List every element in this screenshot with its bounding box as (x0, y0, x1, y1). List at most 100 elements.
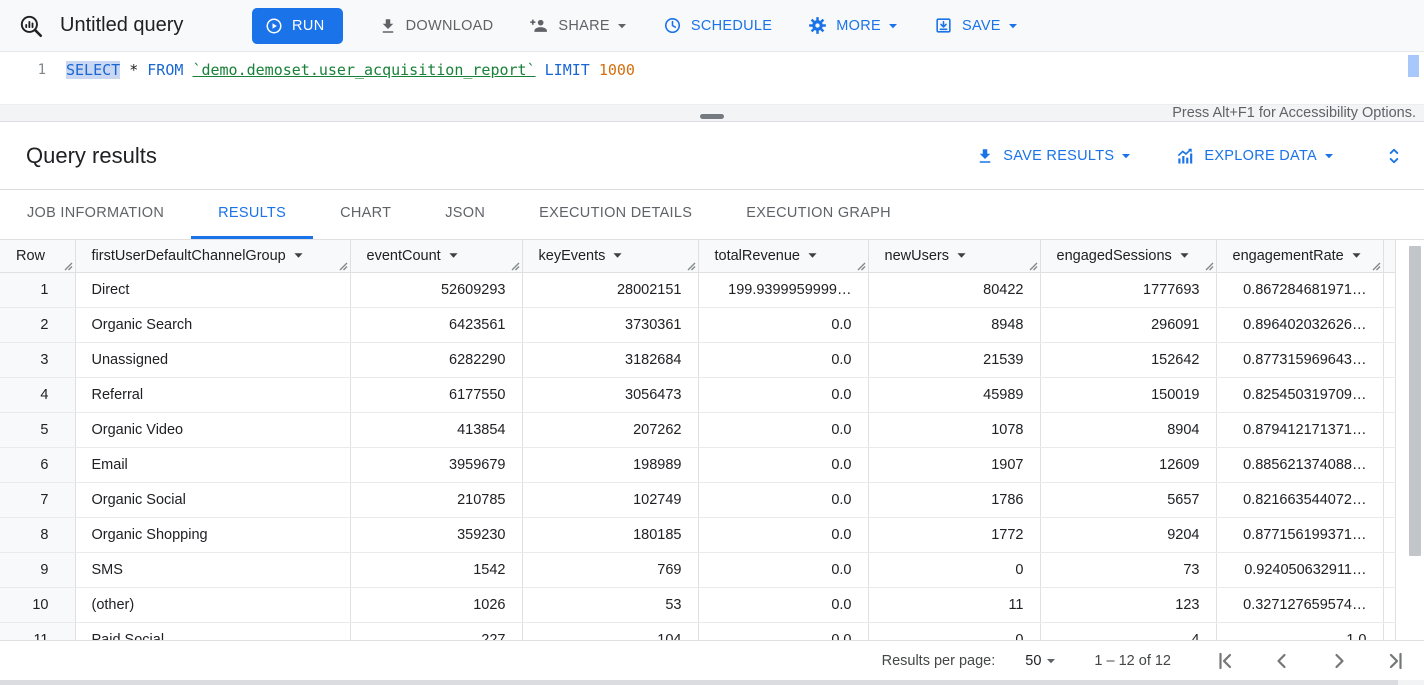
data-cell: 180185 (522, 517, 699, 553)
tab-json[interactable]: JSON (418, 190, 512, 239)
table-vertical-scrollbar[interactable] (1409, 246, 1421, 556)
next-page-icon[interactable] (1327, 649, 1351, 673)
run-label: RUN (292, 17, 325, 34)
clipped-cell (1383, 342, 1396, 378)
tab-execution-details[interactable]: EXECUTION DETAILS (512, 190, 719, 239)
data-cell: 0.879412171371… (1216, 412, 1384, 448)
data-cell: (other) (75, 587, 351, 623)
data-cell: 45989 (868, 377, 1041, 413)
pane-splitter-handle[interactable] (700, 114, 724, 119)
chevron-down-icon (1324, 151, 1334, 161)
toolbar-actions: RUN DOWNLOAD SHARE (252, 7, 1018, 44)
tab-results[interactable]: RESULTS (191, 190, 314, 239)
column-menu-caret-icon[interactable] (613, 251, 622, 260)
explore-data-button[interactable]: EXPLORE DATA (1175, 146, 1334, 166)
column-menu-caret-icon[interactable] (449, 251, 458, 260)
data-cell: Organic Video (75, 412, 351, 448)
table-row: 9 SMS 1542 769 0.0 0 73 0.924050632911… (0, 552, 1396, 588)
column-header-firstUserDefaultChannelGroup[interactable]: firstUserDefaultChannelGroup (75, 240, 351, 273)
table-row: 8 Organic Shopping 359230 180185 0.0 1772 9204… (0, 517, 1396, 553)
column-header-eventCount[interactable]: eventCount (350, 240, 523, 273)
data-cell: 1078 (868, 412, 1041, 448)
column-header-engagedSessions[interactable]: engagedSessions (1040, 240, 1217, 273)
column-menu-caret-icon[interactable] (808, 251, 817, 260)
data-cell: 0.0 (698, 587, 869, 623)
clipped-cell (1383, 412, 1396, 448)
column-resize-handle-icon[interactable] (511, 262, 520, 271)
data-cell: 1786 (868, 482, 1041, 518)
data-cell: 0.0 (698, 552, 869, 588)
data-cell: 150019 (1040, 377, 1217, 413)
column-resize-handle-icon[interactable] (339, 262, 348, 271)
data-cell: Unassigned (75, 342, 351, 378)
chevron-down-icon (617, 21, 627, 31)
column-menu-caret-icon[interactable] (1180, 251, 1189, 260)
tab-execution-graph[interactable]: EXECUTION GRAPH (719, 190, 918, 239)
column-resize-handle-icon[interactable] (1029, 262, 1038, 271)
data-cell: 6177550 (350, 377, 523, 413)
column-resize-handle-icon[interactable] (1205, 262, 1214, 271)
column-header-row[interactable]: Row (0, 240, 76, 273)
column-header-engagementRate[interactable]: engagementRate (1216, 240, 1384, 273)
tab-job-information[interactable]: JOB INFORMATION (0, 190, 191, 239)
data-cell: 6282290 (350, 342, 523, 378)
data-cell: 1907 (868, 447, 1041, 483)
table-horizontal-scrollbar[interactable] (0, 680, 1424, 685)
save-button[interactable]: SAVE (934, 16, 1018, 35)
run-button[interactable]: RUN (252, 7, 343, 44)
editor-vertical-scrollbar[interactable] (1408, 55, 1419, 77)
previous-page-icon[interactable] (1270, 649, 1294, 673)
sql-limit-value: 1000 (598, 61, 635, 79)
sql-table-reference-link[interactable]: `demo.demoset.user_acquisition_report` (192, 61, 536, 79)
column-resize-handle-icon[interactable] (687, 262, 696, 271)
column-resize-handle-icon[interactable] (1372, 262, 1381, 271)
save-results-download-icon (976, 147, 994, 165)
column-menu-caret-icon[interactable] (294, 251, 303, 260)
share-label: SHARE (558, 17, 610, 34)
data-cell: 1026 (350, 587, 523, 623)
expand-collapse-icon[interactable] (1384, 146, 1404, 166)
row-number-cell: 1 (0, 272, 76, 308)
column-resize-handle-icon[interactable] (64, 262, 73, 271)
column-header-keyEvents[interactable]: keyEvents (522, 240, 699, 273)
more-button[interactable]: MORE (808, 16, 898, 35)
data-cell: 3730361 (522, 307, 699, 343)
last-page-icon[interactable] (1384, 649, 1408, 673)
column-label: firstUserDefaultChannelGroup (91, 247, 286, 264)
data-cell: 0.327127659574… (1216, 587, 1384, 623)
play-icon (265, 17, 283, 35)
column-header-totalRevenue[interactable]: totalRevenue (698, 240, 869, 273)
download-button[interactable]: DOWNLOAD (379, 17, 494, 35)
data-cell: Organic Search (75, 307, 351, 343)
page-size-select[interactable]: 50 (1025, 653, 1056, 669)
sql-code[interactable]: SELECT * FROM `demo.demoset.user_acquisi… (46, 59, 635, 81)
data-cell: 52609293 (350, 272, 523, 308)
data-cell: 0.877156199371… (1216, 517, 1384, 553)
column-header-newUsers[interactable]: newUsers (868, 240, 1041, 273)
data-cell: 152642 (1040, 342, 1217, 378)
page-size-value: 50 (1025, 652, 1042, 669)
save-results-button[interactable]: SAVE RESULTS (976, 147, 1131, 165)
sql-editor[interactable]: 1 SELECT * FROM `demo.demoset.user_acqui… (0, 52, 1424, 104)
first-page-icon[interactable] (1213, 649, 1237, 673)
clipped-cell (1383, 552, 1396, 588)
column-menu-caret-icon[interactable] (1352, 251, 1361, 260)
tab-chart[interactable]: CHART (313, 190, 418, 239)
more-label: MORE (836, 17, 881, 34)
data-cell: Referral (75, 377, 351, 413)
schedule-button[interactable]: SCHEDULE (663, 16, 772, 35)
column-menu-caret-icon[interactable] (957, 251, 966, 260)
clipped-cell (1383, 587, 1396, 623)
column-resize-handle-icon[interactable] (857, 262, 866, 271)
data-cell: 0.0 (698, 447, 869, 483)
page-range-label: 1 – 12 of 12 (1094, 652, 1171, 669)
table-row: 2 Organic Search 6423561 3730361 0.0 8948 2960… (0, 307, 1396, 343)
data-cell: Organic Shopping (75, 517, 351, 553)
clipped-cell (1383, 482, 1396, 518)
share-button[interactable]: SHARE (529, 16, 626, 36)
download-label: DOWNLOAD (405, 17, 494, 34)
column-label: Row (16, 247, 46, 264)
horizontal-scrollbar-thumb[interactable] (0, 680, 1398, 685)
sql-line[interactable]: 1 SELECT * FROM `demo.demoset.user_acqui… (0, 52, 1424, 81)
data-cell: 0.924050632911… (1216, 552, 1384, 588)
